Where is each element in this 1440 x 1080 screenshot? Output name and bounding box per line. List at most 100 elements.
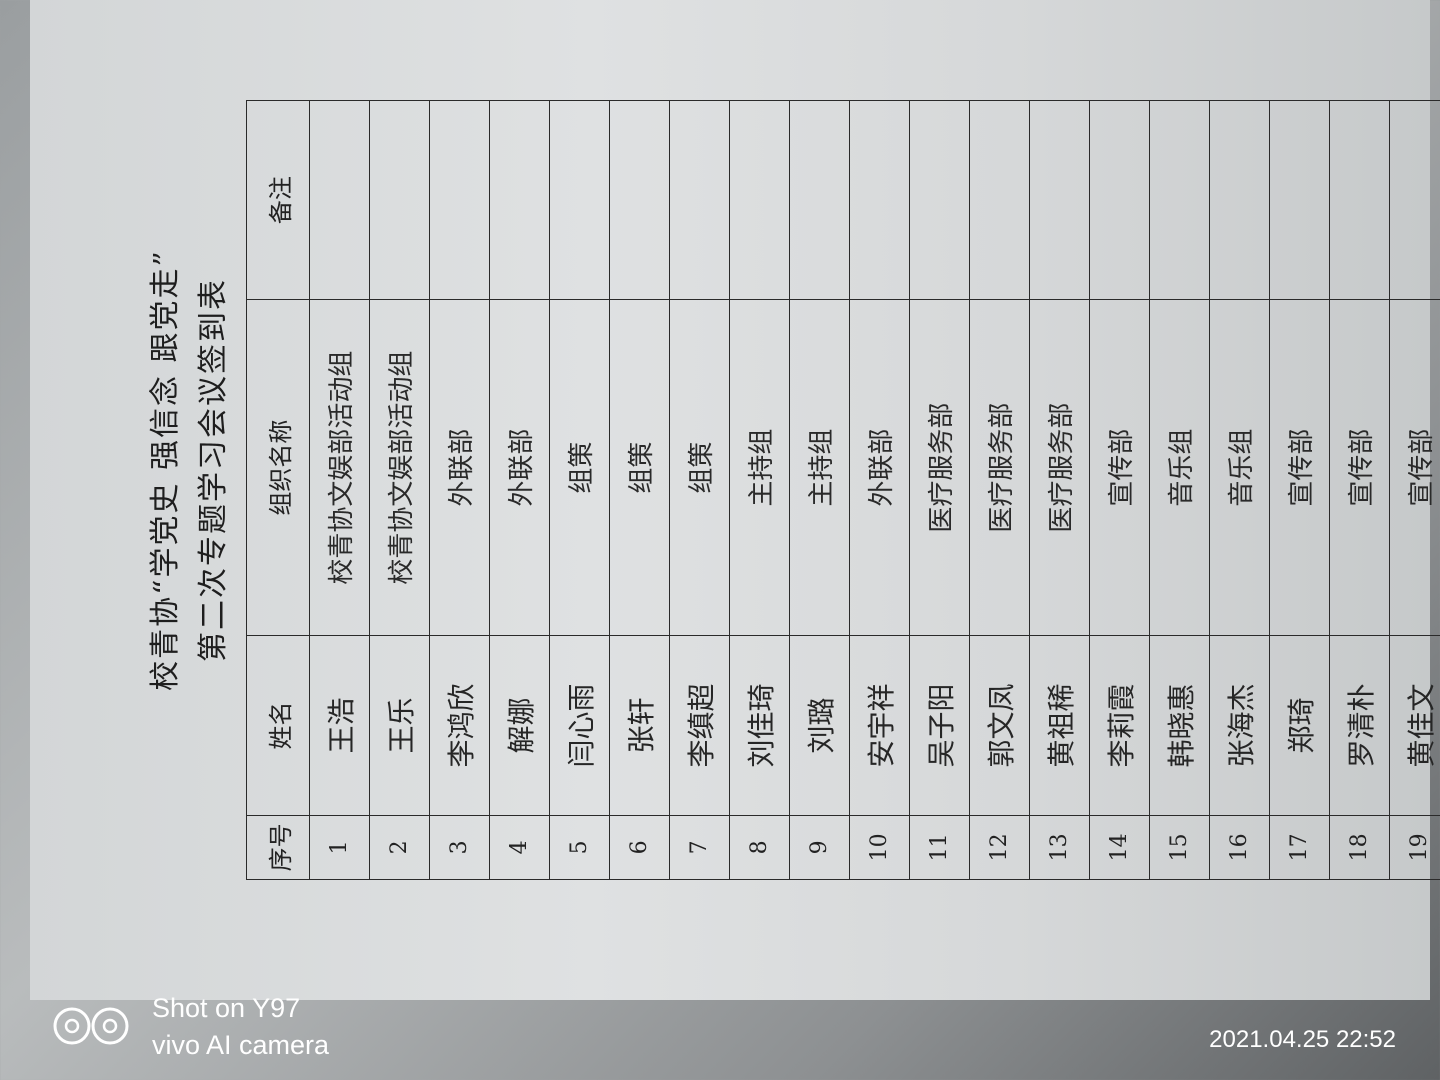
watermark-line1: Shot on Y97 bbox=[152, 993, 301, 1023]
remarks-cell bbox=[549, 100, 610, 300]
attendee-name: 刘璐 bbox=[789, 635, 850, 816]
remarks-cell bbox=[309, 100, 370, 300]
attendee-name: 张海杰 bbox=[1209, 635, 1270, 816]
remarks-cell bbox=[1089, 100, 1150, 300]
organization-name: 音乐组 bbox=[1149, 299, 1210, 636]
attendee-name: 安宇祥 bbox=[849, 635, 910, 816]
watermark-line2: vivo AI camera bbox=[152, 1030, 330, 1060]
remarks-cell bbox=[1209, 100, 1270, 300]
camera-watermark: Shot on Y97 vivo AI camera bbox=[152, 990, 329, 1064]
row-number: 6 bbox=[609, 815, 670, 880]
attendee-name: 郑琦 bbox=[1269, 635, 1330, 816]
organization-name: 外联部 bbox=[849, 299, 910, 636]
row-number: 14 bbox=[1089, 815, 1150, 880]
row-number: 10 bbox=[849, 815, 910, 880]
table-row: 19 黄佳文 宣传部 bbox=[1389, 100, 1440, 880]
organization-name: 医疗服务部 bbox=[1029, 299, 1090, 636]
table-row: 13 黄祖稀 医疗服务部 bbox=[1029, 100, 1090, 880]
sign-in-table: 序号 姓名 组织名称 备注 1 王浩 校青协文娱部活动组 2 王乐 校青协文娱部活动组 3 李… bbox=[246, 100, 1440, 880]
organization-name: 主持组 bbox=[729, 299, 790, 636]
organization-name: 宣传部 bbox=[1329, 299, 1390, 636]
remarks-cell bbox=[1329, 100, 1390, 300]
organization-name: 宣传部 bbox=[1389, 299, 1440, 636]
remarks-cell bbox=[489, 100, 550, 300]
row-number: 7 bbox=[669, 815, 730, 880]
aperture-icon bbox=[53, 1007, 129, 1045]
row-number: 17 bbox=[1269, 815, 1330, 880]
table-row: 12 郭文凤 医疗服务部 bbox=[969, 100, 1030, 880]
remarks-cell bbox=[789, 100, 850, 300]
attendee-name: 刘佳琦 bbox=[729, 635, 790, 816]
table-row: 14 李莉霞 宣传部 bbox=[1089, 100, 1150, 880]
attendee-name: 李鸿欣 bbox=[429, 635, 490, 816]
remarks-cell bbox=[969, 100, 1030, 300]
remarks-cell bbox=[1149, 100, 1210, 300]
attendee-name: 黄祖稀 bbox=[1029, 635, 1090, 816]
row-number: 18 bbox=[1329, 815, 1390, 880]
remarks-cell bbox=[1389, 100, 1440, 300]
attendee-name: 罗清朴 bbox=[1329, 635, 1390, 816]
header-remarks: 备注 bbox=[246, 100, 310, 300]
table-row: 1 王浩 校青协文娱部活动组 bbox=[309, 100, 370, 880]
table-row: 16 张海杰 音乐组 bbox=[1209, 100, 1270, 880]
attendee-name: 张轩 bbox=[609, 635, 670, 816]
attendee-name: 王浩 bbox=[309, 635, 370, 816]
attendee-name: 李缜超 bbox=[669, 635, 730, 816]
table-row: 7 李缜超 组策 bbox=[669, 100, 730, 880]
row-number: 16 bbox=[1209, 815, 1270, 880]
table-row: 18 罗清朴 宣传部 bbox=[1329, 100, 1390, 880]
row-number: 8 bbox=[729, 815, 790, 880]
table-row: 8 刘佳琦 主持组 bbox=[729, 100, 790, 880]
table-row: 6 张轩 组策 bbox=[609, 100, 670, 880]
table-row: 2 王乐 校青协文娱部活动组 bbox=[369, 100, 430, 880]
row-number: 9 bbox=[789, 815, 850, 880]
organization-name: 校青协文娱部活动组 bbox=[369, 299, 430, 636]
organization-name: 组策 bbox=[609, 299, 670, 636]
table-header-row: 序号 姓名 组织名称 备注 bbox=[246, 100, 310, 880]
organization-name: 校青协文娱部活动组 bbox=[309, 299, 370, 636]
header-name: 姓名 bbox=[246, 635, 310, 816]
header-number: 序号 bbox=[246, 815, 310, 880]
remarks-cell bbox=[609, 100, 670, 300]
table-row: 10 安宇祥 外联部 bbox=[849, 100, 910, 880]
organization-name: 宣传部 bbox=[1269, 299, 1330, 636]
table-row: 9 刘璐 主持组 bbox=[789, 100, 850, 880]
remarks-cell bbox=[909, 100, 970, 300]
row-number: 1 bbox=[309, 815, 370, 880]
header-organization: 组织名称 bbox=[246, 299, 310, 636]
row-number: 2 bbox=[369, 815, 430, 880]
attendee-name: 韩晓惠 bbox=[1149, 635, 1210, 816]
remarks-cell bbox=[669, 100, 730, 300]
attendee-name: 王乐 bbox=[369, 635, 430, 816]
remarks-cell bbox=[849, 100, 910, 300]
organization-name: 宣传部 bbox=[1089, 299, 1150, 636]
sheet-title: 校青协“学党史 强信念 跟党走” bbox=[148, 249, 183, 691]
organization-name: 主持组 bbox=[789, 299, 850, 636]
remarks-cell bbox=[1269, 100, 1330, 300]
row-number: 13 bbox=[1029, 815, 1090, 880]
sheet-subtitle: 第二次专题学习会议签到表 bbox=[196, 278, 231, 662]
attendee-name: 闫心雨 bbox=[549, 635, 610, 816]
row-number: 15 bbox=[1149, 815, 1210, 880]
sign-in-sheet: 校青协“学党史 强信念 跟党走” 第二次专题学习会议签到表 序号 姓名 组织名称… bbox=[110, 20, 1440, 920]
remarks-cell bbox=[429, 100, 490, 300]
row-number: 4 bbox=[489, 815, 550, 880]
organization-name: 外联部 bbox=[429, 299, 490, 636]
attendee-name: 黄佳文 bbox=[1389, 635, 1440, 816]
organization-name: 医疗服务部 bbox=[969, 299, 1030, 636]
organization-name: 组策 bbox=[669, 299, 730, 636]
table-row: 3 李鸿欣 外联部 bbox=[429, 100, 490, 880]
paper-sheet: 校青协“学党史 强信念 跟党走” 第二次专题学习会议签到表 序号 姓名 组织名称… bbox=[30, 0, 1440, 1000]
table-row: 5 闫心雨 组策 bbox=[549, 100, 610, 880]
remarks-cell bbox=[729, 100, 790, 300]
attendee-name: 郭文凤 bbox=[969, 635, 1030, 816]
organization-name: 医疗服务部 bbox=[909, 299, 970, 636]
row-number: 12 bbox=[969, 815, 1030, 880]
table-row: 4 解娜 外联部 bbox=[489, 100, 550, 880]
attendee-name: 李莉霞 bbox=[1089, 635, 1150, 816]
attendee-name: 解娜 bbox=[489, 635, 550, 816]
table-row: 11 吴子阳 医疗服务部 bbox=[909, 100, 970, 880]
remarks-cell bbox=[369, 100, 430, 300]
table-row: 15 韩晓惠 音乐组 bbox=[1149, 100, 1210, 880]
photo-timestamp: 2021.04.25 22:52 bbox=[1209, 1026, 1396, 1053]
